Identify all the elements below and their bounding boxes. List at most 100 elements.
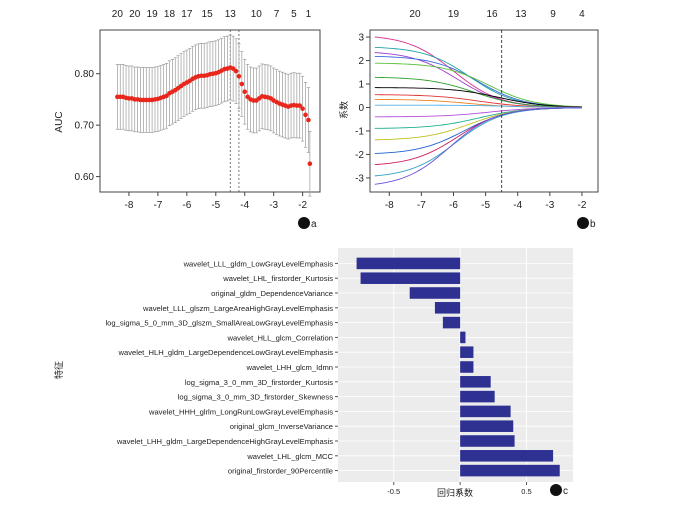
panel-a-top-tick-label: 18	[164, 9, 176, 20]
panel-a-x-tick-label: -6	[182, 200, 191, 211]
panel-b-label: b	[590, 219, 596, 230]
panel-a-point	[242, 89, 248, 95]
panel-a-top-tick-label: 20	[112, 9, 124, 20]
panel-a-top-tick-label: 10	[251, 9, 263, 20]
panel-b-y-tick-label: -3	[355, 173, 364, 184]
panel-c-category-label: wavelet_LLL_glszm_LargeAreaHighGrayLevel…	[142, 304, 333, 313]
panel-c-bar	[460, 405, 511, 418]
panel-a-top-tick-label: 13	[225, 9, 237, 20]
panel-c-bar	[442, 316, 461, 329]
panel-a-top-tick-label: 15	[202, 9, 214, 20]
panel-c-marker-icon	[550, 484, 562, 496]
panel-b-coefficient-line	[374, 104, 582, 108]
panel-c-label: c	[563, 486, 568, 497]
panel-b-plot-frame	[369, 29, 599, 193]
panel-b-coefficient-line	[374, 107, 582, 185]
panel-b-top-tick-label: 13	[515, 9, 527, 20]
panel-b-top-tick-label: 19	[448, 9, 460, 20]
panel-b-y-axis-label: 系数	[338, 101, 350, 119]
panel-c-category-label: original_gldm_DependenceVariance	[211, 289, 333, 298]
panel-a-top-tick-label: 20	[129, 9, 141, 20]
panel-a-reference-lines	[229, 30, 240, 192]
panel-b-top-tick-label: 9	[550, 9, 556, 20]
panel-c-category-label: wavelet_HLH_gldm_LargeDependenceLowGrayL…	[118, 348, 334, 357]
panel-a-y-tick-label: 0.80	[75, 69, 95, 80]
panel-c-bar	[460, 390, 495, 403]
panel-b-x-tick-label: -3	[545, 200, 554, 211]
panel-a-x-tick-label: -5	[211, 200, 220, 211]
panel-c-category-label: wavelet_HHH_glrlm_LongRunLowGrayLevelEmp…	[148, 407, 333, 416]
panel-c-y-axis-label: 特征	[53, 361, 65, 379]
panel-c-category-label: log_sigma_3_0_mm_3D_firstorder_Kurtosis	[185, 378, 333, 387]
panel-c-bar	[460, 346, 474, 358]
panel-a-y-axis-label: AUC	[54, 111, 65, 132]
panel-a-x-tick-label: -8	[124, 200, 133, 211]
panel-c-x-tick-label: -0.5	[387, 487, 400, 496]
panel-c-category-label: wavelet_LHL_firstorder_Kurtosis	[222, 274, 333, 283]
panel-a-x-tick-label: -7	[153, 200, 162, 211]
panel-b-y-tick-label: -2	[355, 150, 364, 161]
panel-b-top-tick-label: 20	[409, 9, 421, 20]
panel-b-coefficient-line	[374, 87, 582, 108]
panel-a-point	[233, 68, 239, 74]
panel-c-x-tick-label: 0.5	[521, 487, 531, 496]
panel-a-top-tick-label: 1	[306, 9, 312, 20]
panel-c-category-label: wavelet_LHL_glcm_MCC	[246, 452, 333, 461]
panel-c-plot-background	[338, 248, 573, 482]
panel-c-category-label: log_sigma_3_0_mm_3D_firstorder_Skewness	[178, 393, 334, 402]
panel-a-x-tick-label: -4	[240, 200, 249, 211]
panel-a-point	[239, 81, 245, 87]
panel-c-category-label: original_firstorder_90Percentile	[228, 467, 333, 476]
panel-b-axis-ticks: -8 -7 -6 -5 -4 -3 -2 -3 -2 -1 0 1 2 3 20 19 16 13 9 4	[355, 9, 587, 211]
panel-a-points	[115, 65, 313, 167]
panel-c-bar	[460, 450, 554, 462]
panel-a-x-tick-label: -2	[298, 200, 307, 211]
panel-a-marker-icon	[298, 217, 310, 229]
panel-c-bar	[460, 435, 515, 447]
panel-c-category-label: log_sigma_5_0_mm_3D_glszm_SmallAreaLowGr…	[106, 319, 334, 328]
panel-c-bar	[460, 331, 466, 344]
panel-c-bar	[460, 464, 560, 477]
panel-c-bars	[356, 257, 560, 477]
panel-b-y-tick-label: 3	[358, 33, 364, 44]
panel-b-top-tick-label: 4	[579, 9, 585, 20]
panel-c-bar	[460, 376, 491, 388]
panel-b-y-tick-label: 0	[358, 103, 364, 114]
panel-a-x-tick-label: -3	[269, 200, 278, 211]
panel-b-y-tick-label: 2	[358, 56, 364, 67]
panel-a-y-tick-label: 0.70	[75, 121, 95, 132]
panel-b-coefficient-lines	[374, 36, 582, 185]
panel-a-plot-frame	[99, 29, 321, 193]
panel-a-top-tick-label: 7	[274, 9, 280, 20]
panel-b-x-tick-label: -5	[481, 200, 490, 211]
panel-b-coefficient-line	[374, 62, 582, 108]
panel-c-category-label: wavelet_LLL_gldm_LowGrayLevelEmphasis	[183, 259, 334, 268]
panel-b-y-tick-label: -1	[355, 126, 364, 137]
panel-a-point	[306, 117, 311, 123]
panel-c-bar	[356, 257, 461, 270]
panel-c-bar	[434, 302, 461, 314]
panel-a-point	[307, 161, 313, 167]
panel-b-x-tick-label: -6	[449, 200, 458, 211]
panel-c-x-axis-label: 回归系数	[437, 487, 473, 499]
panel-b-x-tick-label: -4	[513, 200, 522, 211]
panel-c-category-label: wavelet_HLL_glcm_Correlation	[226, 333, 333, 342]
panel-b-x-tick-label: -8	[385, 200, 394, 211]
panel-b-x-tick-label: -7	[417, 200, 426, 211]
panel-a-label: a	[311, 219, 317, 230]
panel-a-top-tick-label: 19	[147, 9, 159, 20]
panel-c-x-ticks: -0.5 0 0.5	[387, 482, 532, 496]
panel-a-top-tick-label: 5	[291, 9, 297, 20]
panel-c-category-labels: wavelet_LLL_gldm_LowGrayLevelEmphasiswav…	[106, 259, 338, 476]
panel-b-y-tick-label: 1	[358, 80, 364, 91]
panel-a-point	[300, 106, 305, 111]
panel-c-bar	[360, 272, 461, 284]
panel-b-marker-icon	[577, 217, 589, 229]
panel-a-y-tick-label: 0.60	[75, 172, 95, 183]
panel-c-bar	[460, 420, 514, 432]
panel-c-coefficient-bar-chart: wavelet_LLL_gldm_LowGrayLevelEmphasiswav…	[53, 248, 573, 499]
panel-c-category-label: wavelet_LHH_gldm_LargeDependenceHighGray…	[116, 437, 333, 446]
